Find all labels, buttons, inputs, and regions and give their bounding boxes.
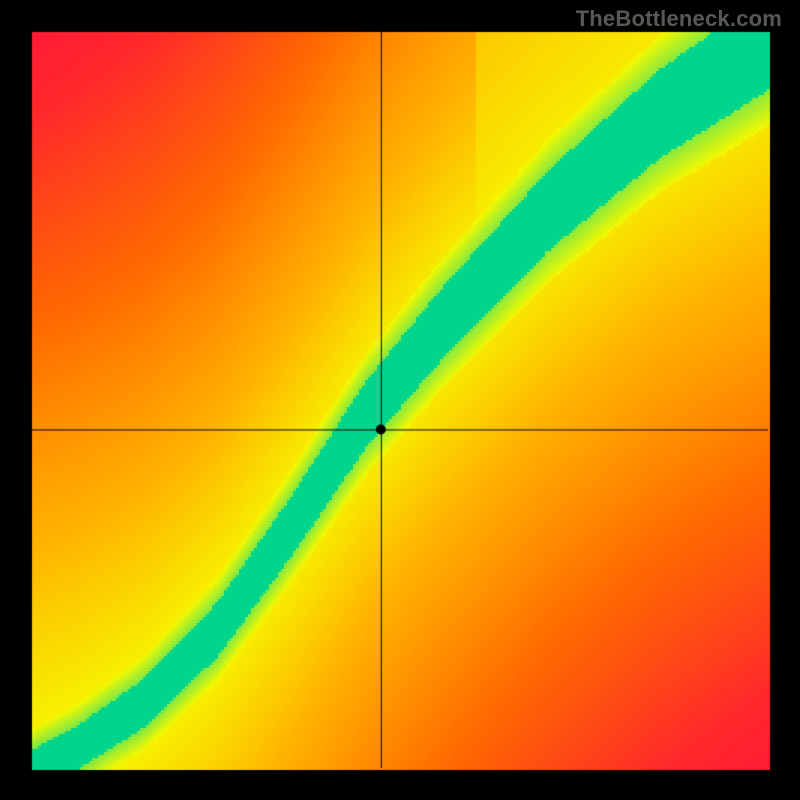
chart-root: TheBottleneck.com xyxy=(0,0,800,800)
watermark-text: TheBottleneck.com xyxy=(576,6,782,32)
heatmap-canvas xyxy=(0,0,800,800)
